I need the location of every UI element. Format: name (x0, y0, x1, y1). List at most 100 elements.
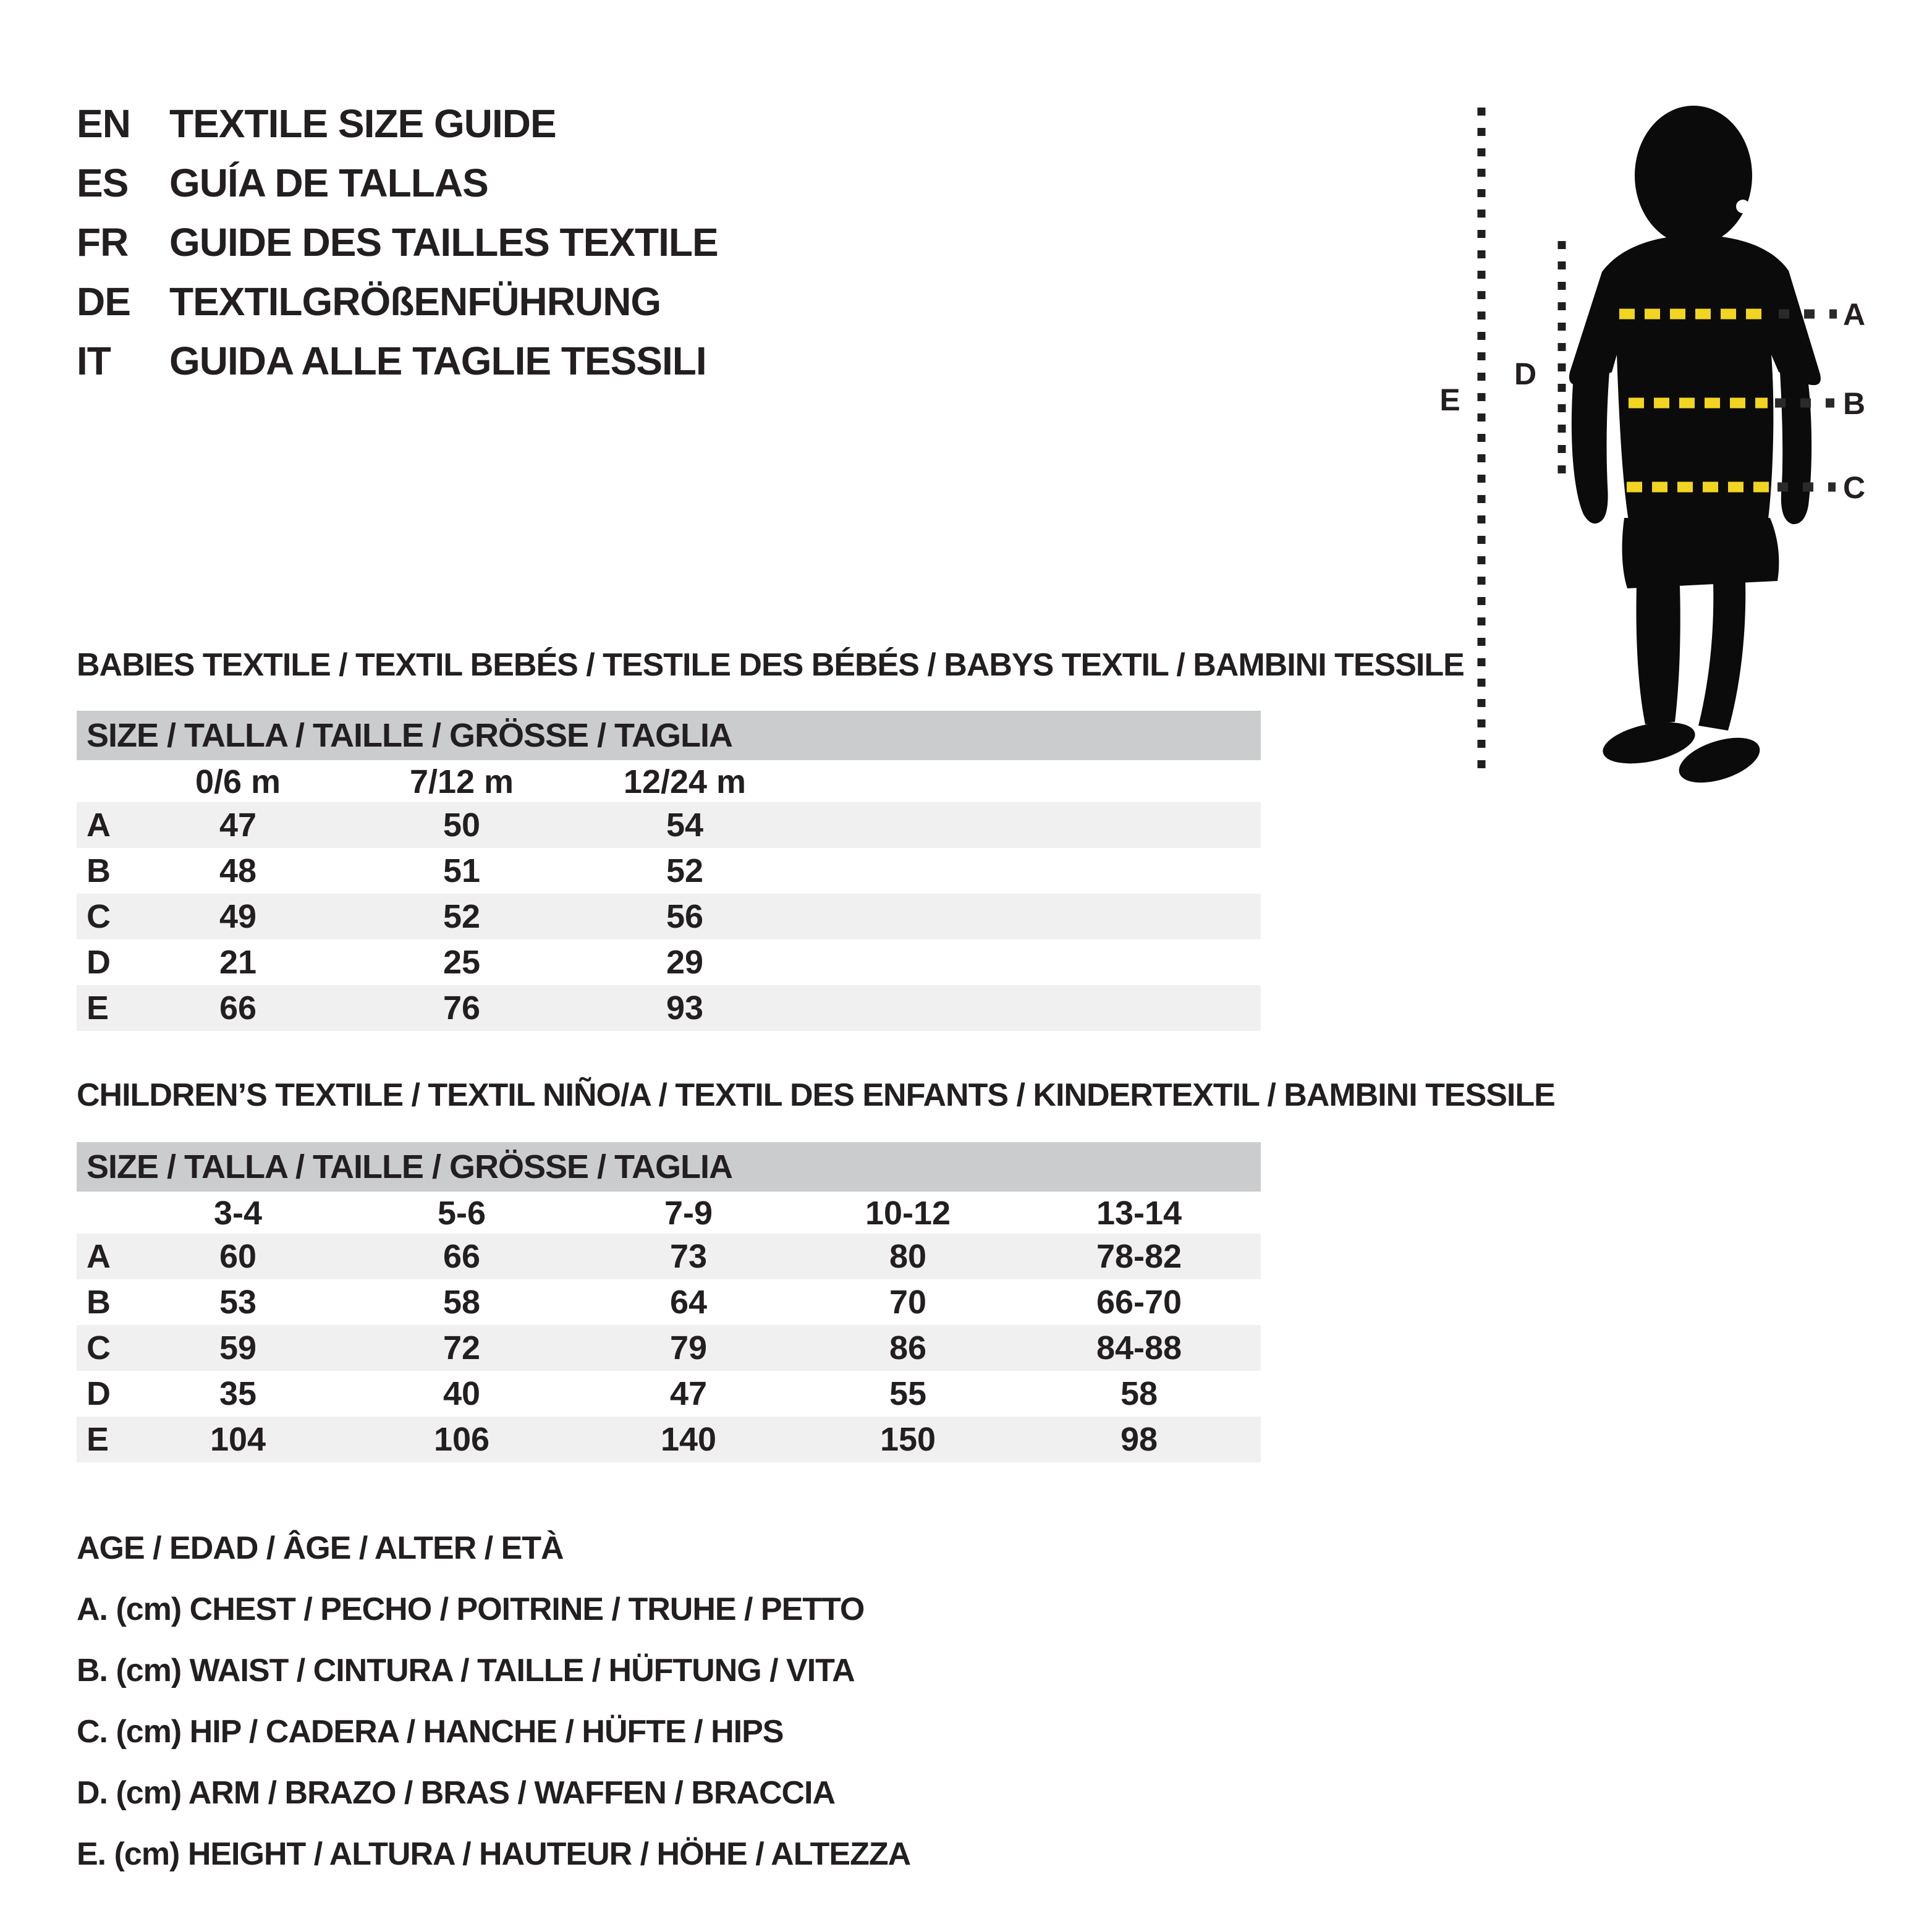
label-height-E: E (1439, 383, 1460, 417)
children-value-cell: 98 (1120, 1421, 1158, 1458)
children-value-cell: 150 (879, 1421, 936, 1458)
label-hip-C: C (1843, 470, 1865, 505)
language-code: FR (77, 220, 129, 265)
language-row: FR GUIDE DES TAILLES TEXTILE (77, 213, 719, 272)
measurement-legend: AGE / EDAD / ÂGE / ALTER / ETÀ A. (cm) C… (77, 1518, 911, 1885)
children-value-cell: 58 (443, 1284, 481, 1321)
babies-column-header: 7/12 m (409, 763, 514, 800)
babies-value-cell: 51 (443, 852, 481, 889)
children-table-row: C 59 72 79 86 84-88 (77, 1325, 1261, 1371)
row-label: C (87, 898, 111, 935)
babies-value-cell: 52 (443, 898, 481, 935)
children-section-title: CHILDREN’S TEXTILE / TEXTIL NIÑO/A / TEX… (77, 1077, 1556, 1113)
babies-value-cell: 52 (666, 852, 704, 889)
children-value-cell: 140 (660, 1421, 717, 1458)
language-row: DE TEXTILGRÖßENFÜHRUNG (77, 272, 718, 331)
babies-column-headers: 0/6 m 7/12 m 12/24 m (77, 761, 1261, 802)
children-size-header-bar: SIZE / TALLA / TAILLE / GRÖSSE / TAGLIA (77, 1142, 1261, 1192)
babies-table-row: C 49 52 56 (77, 894, 1261, 939)
babies-value-cell: 93 (666, 989, 704, 1027)
babies-value-cell: 54 (666, 807, 704, 844)
row-label: E (87, 1421, 109, 1458)
children-value-cell: 104 (210, 1421, 266, 1458)
row-label: D (87, 1375, 111, 1412)
children-value-cell: 59 (219, 1329, 257, 1366)
legend-arm: D. (cm) ARM / BRAZO / BRAS / WAFFEN / BR… (77, 1775, 836, 1811)
children-value-cell: 35 (219, 1375, 257, 1412)
children-value-cell: 79 (669, 1329, 708, 1366)
row-label: D (87, 944, 111, 981)
children-value-cell: 86 (889, 1329, 927, 1366)
language-row: IT GUIDA ALLE TAGLIE TESSILI (77, 331, 718, 391)
children-column-header: 5-6 (437, 1195, 486, 1232)
row-label: B (87, 1284, 111, 1321)
children-value-cell: 47 (669, 1375, 708, 1412)
children-table-row: D 35 40 47 55 58 (77, 1371, 1261, 1417)
babies-size-header-text: SIZE / TALLA / TAILLE / GRÖSSE / TAGLIA (87, 717, 733, 754)
children-value-cell: 66 (443, 1238, 481, 1275)
label-waist-B: B (1843, 386, 1865, 421)
child-silhouette (1569, 106, 1821, 783)
row-label: A (87, 1238, 111, 1275)
language-row: ES GUÍA DE TALLAS (77, 153, 718, 213)
language-code: EN (77, 101, 131, 146)
babies-section-title: BABIES TEXTILE / TEXTIL BEBÉS / TESTILE … (77, 647, 1465, 683)
babies-value-cell: 76 (443, 989, 481, 1027)
legend-hip: C. (cm) HIP / CADERA / HANCHE / HÜFTE / … (77, 1714, 784, 1750)
children-table-row: B 53 58 64 70 66-70 (77, 1279, 1261, 1325)
children-value-cell: 80 (889, 1238, 927, 1275)
ear-notch (1736, 200, 1750, 213)
children-table-row: E 104 106 140 150 98 (77, 1417, 1261, 1462)
language-code: IT (77, 339, 111, 383)
children-value-cell: 58 (1120, 1375, 1158, 1412)
babies-column-header: 0/6 m (195, 763, 281, 800)
children-value-cell: 40 (443, 1375, 481, 1412)
language-title-list: EN TEXTILE SIZE GUIDE ES GUÍA DE TALLAS FR… (77, 94, 719, 391)
babies-value-cell: 56 (666, 898, 704, 935)
children-value-cell: 72 (443, 1329, 481, 1366)
babies-value-cell: 48 (219, 852, 257, 889)
babies-table-row: D 21 25 29 (77, 939, 1261, 985)
babies-size-header-bar: SIZE / TALLA / TAILLE / GRÖSSE / TAGLIA (77, 711, 1261, 760)
label-arm-D: D (1514, 357, 1536, 391)
children-value-cell: 78-82 (1096, 1238, 1182, 1275)
row-label: B (87, 852, 111, 889)
language-code: ES (77, 161, 129, 205)
row-label: C (87, 1329, 111, 1366)
row-label: A (87, 807, 111, 844)
legend-waist: B. (cm) WAIST / CINTURA / TAILLE / HÜFTU… (77, 1653, 855, 1688)
children-value-cell: 73 (669, 1238, 708, 1275)
guide-title: GUIDA ALLE TAGLIE TESSILI (169, 339, 707, 383)
row-label: E (87, 989, 109, 1027)
language-code: DE (77, 279, 131, 324)
babies-table-row: B 48 51 52 (77, 848, 1261, 894)
babies-size-table: A 47 50 54 B 48 51 52 C 49 52 56 D 21 25 29 E 66 76 93 (77, 802, 1261, 1031)
children-column-header: 7-9 (664, 1195, 713, 1232)
babies-value-cell: 47 (219, 807, 257, 844)
language-row: EN TEXTILE SIZE GUIDE (77, 94, 718, 153)
children-column-header: 10-12 (865, 1195, 951, 1232)
children-value-cell: 70 (889, 1284, 927, 1321)
babies-table-row: E 66 76 93 (77, 985, 1261, 1031)
children-value-cell: 106 (433, 1421, 490, 1458)
babies-value-cell: 49 (219, 898, 257, 935)
legend-chest: A. (cm) CHEST / PECHO / POITRINE / TRUHE… (77, 1591, 865, 1627)
children-value-cell: 55 (889, 1375, 927, 1412)
guide-title: GUIDE DES TAILLES TEXTILE (169, 220, 719, 265)
babies-value-cell: 50 (443, 807, 481, 844)
children-size-table: A 60 66 73 80 78-82 B 53 58 64 70 66-70 C 59 72 79 86 84-… (77, 1234, 1261, 1462)
legend-height: E. (cm) HEIGHT / ALTURA / HAUTEUR / HÖHE… (77, 1836, 911, 1872)
babies-table-row: A 47 50 54 (77, 802, 1261, 848)
children-column-headers: 3-4 5-6 7-9 10-12 13-14 (77, 1193, 1261, 1234)
children-value-cell: 64 (669, 1284, 708, 1321)
children-value-cell: 84-88 (1096, 1329, 1182, 1366)
guide-title: TEXTILE SIZE GUIDE (169, 101, 557, 146)
children-column-header: 13-14 (1096, 1195, 1182, 1232)
babies-value-cell: 21 (219, 944, 257, 981)
label-chest-A: A (1843, 297, 1865, 332)
babies-column-header: 12/24 m (623, 763, 747, 800)
children-size-header-text: SIZE / TALLA / TAILLE / GRÖSSE / TAGLIA (87, 1148, 733, 1185)
babies-value-cell: 25 (443, 944, 481, 981)
children-table-row: A 60 66 73 80 78-82 (77, 1234, 1261, 1279)
